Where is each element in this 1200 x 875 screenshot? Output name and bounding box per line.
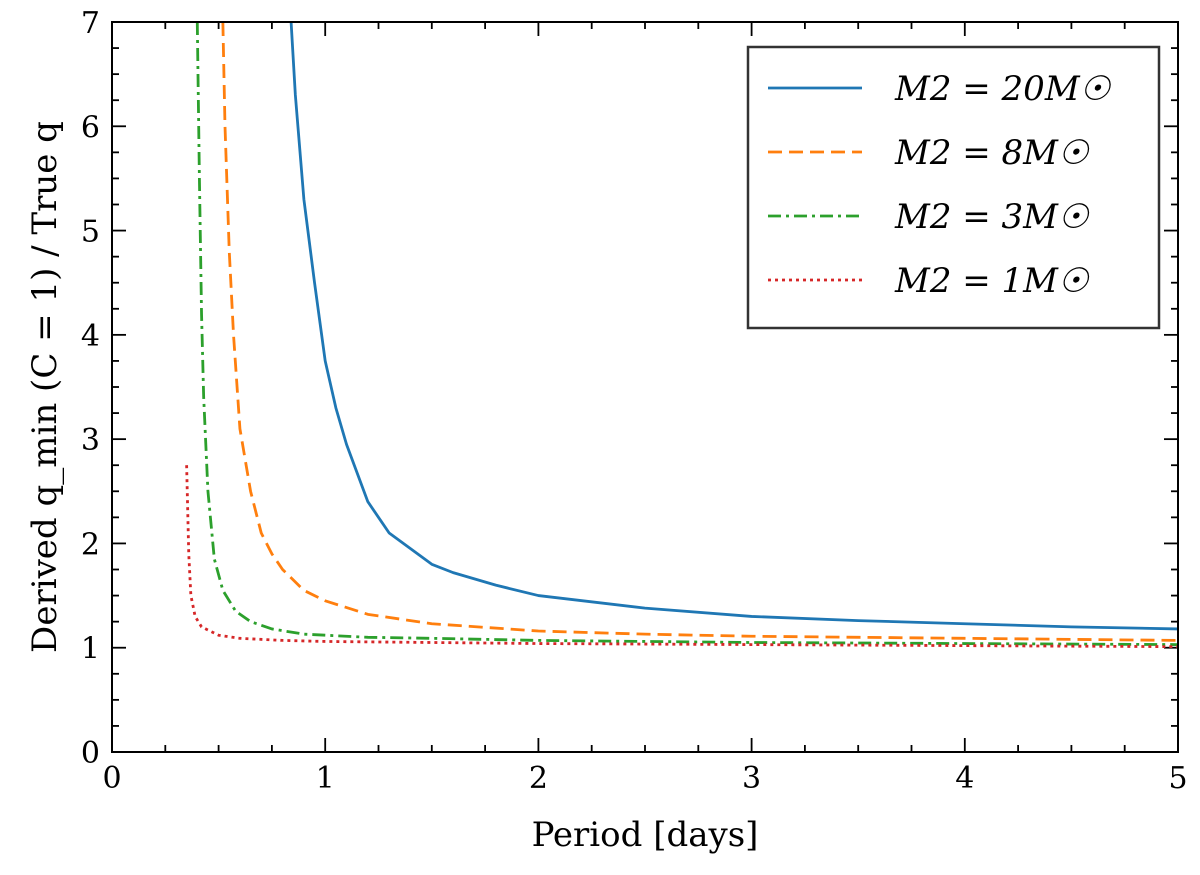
y-tick-label: 1 [81, 632, 100, 667]
series-layer [185, 21, 1179, 649]
legend-label: M2 = 1M☉ [894, 261, 1090, 301]
series-line-3 [195, 21, 1179, 646]
series-line-2 [221, 21, 1179, 642]
legend-label: M2 = 20M☉ [894, 69, 1112, 109]
x-tick-label: 4 [955, 761, 974, 796]
x-tick-label: 1 [316, 761, 335, 796]
y-axis-title: Derived q_min (C = 1) / True q [25, 121, 65, 653]
plot-frame [111, 21, 1179, 753]
y-axis-title-group: Derived q_min (C = 1) / True q [25, 121, 65, 653]
tick-layer [111, 21, 1179, 753]
x-tick-label: 3 [742, 761, 761, 796]
y-tick-label: 0 [81, 736, 100, 771]
x-axis-title: Period [days] [532, 815, 759, 855]
y-tick-label: 2 [81, 527, 100, 562]
legend-box [746, 45, 1161, 330]
y-tick-label: 5 [81, 215, 100, 250]
x-tick-label: 0 [102, 761, 121, 796]
series-line-1 [289, 21, 1179, 631]
y-tick-label: 6 [81, 110, 100, 145]
legend-label: M2 = 8M☉ [894, 133, 1090, 173]
y-tick-label: 7 [81, 6, 100, 41]
x-tick-label: 2 [529, 761, 548, 796]
x-tick-label: 5 [1168, 761, 1187, 796]
y-tick-label: 4 [81, 319, 100, 354]
series-line-4 [185, 465, 1179, 649]
legend-label: M2 = 3M☉ [894, 197, 1090, 237]
y-tick-label: 3 [81, 423, 100, 458]
tick-label-layer: 0 1 2 3 4 5 0 1 2 3 4 5 6 7 [81, 6, 1188, 796]
legend: M2 = 20M☉ M2 = 8M☉ M2 = 3M☉ M2 = 1M☉ [746, 45, 1161, 330]
